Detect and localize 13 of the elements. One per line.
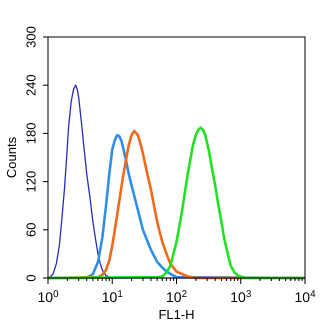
- y-tick-label: 240: [24, 74, 38, 96]
- x-tick-label: 10$^{2}$: [166, 288, 188, 305]
- x-tick-label: 10$^{3}$: [230, 288, 252, 305]
- x-axis-title: FL1-H: [158, 307, 195, 322]
- y-tick-label: 120: [24, 170, 38, 192]
- y-tick-label: 180: [24, 122, 38, 144]
- y-tick-label: 300: [24, 26, 38, 48]
- x-tick-label: 10$^{0}$: [37, 288, 60, 305]
- x-tick-label: 10$^{4}$: [294, 288, 316, 305]
- y-axis-title: Counts: [4, 136, 19, 178]
- y-tick-label: 0: [24, 274, 38, 282]
- y-tick-label: 60: [24, 222, 38, 238]
- x-tick-label: 10$^{1}$: [102, 288, 123, 305]
